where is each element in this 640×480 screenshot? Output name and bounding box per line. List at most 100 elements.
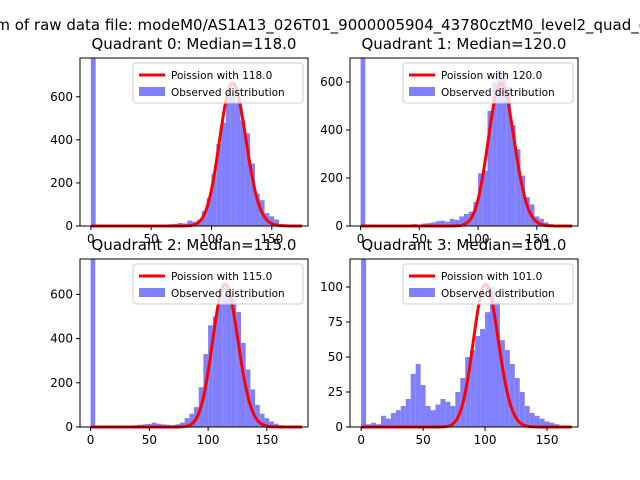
hist-bar [212, 316, 218, 427]
hist-bar [440, 220, 446, 226]
axes-frame [79, 57, 309, 227]
y-tick-label: 200 [320, 171, 343, 185]
hist-bar [494, 301, 500, 427]
hist-bar [475, 336, 481, 427]
legend-entry-observed: Observed distribution [441, 87, 555, 99]
x-tick-label: 100 [474, 433, 497, 447]
hist-bar [499, 340, 505, 427]
x-tick-label: 50 [415, 433, 430, 447]
y-tick-label: 200 [50, 376, 73, 390]
hist-bar [544, 421, 550, 427]
hist-bar [235, 101, 241, 226]
legend-entry-observed: Observed distribution [441, 288, 555, 300]
hist-bar [273, 423, 279, 427]
panel-title: Quadrant 0: Median=118.0 [92, 35, 297, 53]
hist-bar [473, 202, 479, 226]
hist-bar [206, 198, 212, 226]
hist-bar [515, 149, 521, 226]
hist-bar [496, 70, 502, 226]
axes-frame [79, 258, 309, 428]
suptitle: Histogram of raw data file: modeM0/AS1A1… [0, 16, 640, 35]
hist-bar [371, 422, 377, 427]
y-tick-label: 0 [65, 420, 73, 434]
hist-bar [454, 220, 460, 226]
hist-bar [211, 174, 217, 226]
hist-bar [445, 401, 451, 427]
hist-bar [217, 303, 223, 427]
panel-0: 0 50 100 150 0 200 400 600 Quadrant 0: Median=11… [50, 35, 309, 246]
y-tick-label: 0 [335, 219, 343, 233]
x-tick-label: 50 [142, 433, 157, 447]
hist-bar [156, 423, 162, 427]
hist-bar [450, 406, 456, 427]
hist-bar [395, 410, 401, 427]
hist-bar [230, 92, 236, 227]
hist-bar [520, 175, 526, 226]
hist-bar [269, 421, 274, 427]
legend-entry-poisson: Poission with 101.0 [441, 271, 542, 283]
hist-bar [187, 220, 193, 226]
y-tick-label: 25 [328, 385, 343, 399]
hist-bar [269, 216, 275, 226]
x-tick-label: 150 [260, 232, 283, 246]
hist-bar [380, 415, 386, 427]
hist-bar [400, 406, 406, 427]
hist-bar [464, 214, 469, 226]
hist-bar [226, 292, 232, 427]
hist-bar [264, 418, 270, 427]
y-tick-label: 0 [335, 420, 343, 434]
legend-patch-swatch [139, 288, 165, 297]
hist-bar [539, 218, 544, 226]
panel-3: 0 50 100 150 0 25 50 75 100 Quadrant 3: Median=10… [320, 236, 579, 447]
hist-bar [511, 125, 516, 226]
hist-bar [525, 197, 530, 226]
axes-frame [349, 57, 579, 227]
hist-bar [360, 58, 366, 226]
hist-bar [534, 415, 540, 427]
hist-bar [184, 418, 190, 427]
legend: Poission with 101.0 Observed distribution [402, 263, 574, 305]
hist-bar [361, 259, 367, 427]
axes-frame [349, 258, 579, 428]
hist-bar [501, 74, 507, 226]
poisson-curve [90, 81, 303, 228]
poisson-curve [360, 81, 573, 228]
hist-bar [415, 364, 421, 427]
hist-bar [250, 163, 255, 226]
x-tick-label: 0 [87, 232, 95, 246]
hist-bar [241, 343, 246, 427]
hist-bar [216, 144, 222, 226]
panels: 0 50 100 150 0 200 400 600 Quadrant 0: Median=11… [50, 35, 579, 447]
hist-bar [259, 413, 265, 427]
hist-bar [179, 422, 185, 427]
legend-patch-swatch [139, 87, 165, 96]
hist-bar [519, 392, 525, 427]
hist-bar [506, 86, 512, 226]
legend: Poission with 120.0 Observed distribution [402, 62, 574, 104]
hist-bar [201, 210, 207, 226]
hist-bar [90, 58, 96, 226]
hist-bar [470, 350, 476, 427]
hist-bar [524, 406, 530, 427]
y-tick-label: 600 [50, 287, 73, 301]
hist-bar [221, 122, 226, 226]
x-tick-label: 100 [197, 433, 220, 447]
x-tick-label: 0 [357, 232, 365, 246]
legend-box [402, 263, 574, 305]
x-tick-label: 0 [357, 433, 365, 447]
hist-bar [430, 410, 436, 427]
hist-bar [151, 422, 157, 427]
y-tick-label: 400 [320, 123, 343, 137]
hist-bar [425, 406, 431, 427]
hist-bar [254, 193, 260, 226]
hist-bar [492, 82, 497, 226]
x-tick-label: 50 [412, 232, 427, 246]
x-tick-label: 50 [144, 232, 159, 246]
hist-bar [420, 385, 426, 427]
panel-2: 0 50 100 150 0 200 400 600 Quadrant 2: Median=11… [50, 236, 309, 447]
legend-patch-swatch [409, 288, 435, 297]
y-tick-label: 50 [328, 350, 343, 364]
panel-title: Quadrant 2: Median=115.0 [92, 236, 297, 254]
legend: Poission with 115.0 Observed distribution [132, 263, 304, 305]
